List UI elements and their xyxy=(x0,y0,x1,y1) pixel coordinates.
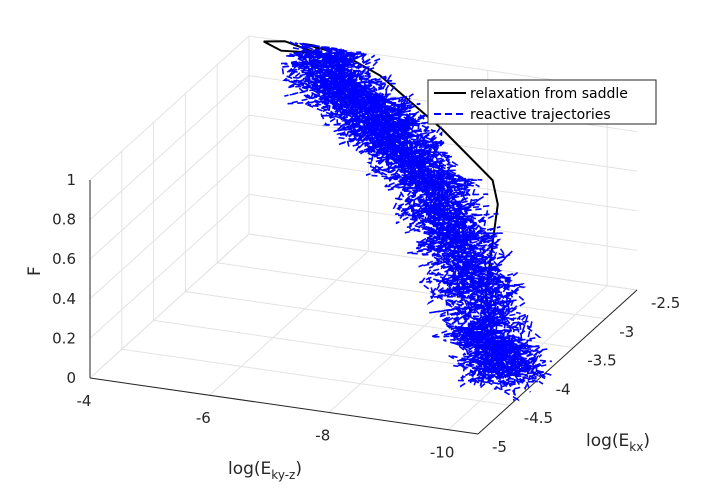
y-tick-label: -4.5 xyxy=(524,409,553,427)
reactive-trajectory-line xyxy=(301,45,546,388)
x-tick-label: -4 xyxy=(77,392,92,410)
x-tick-label: -8 xyxy=(315,426,330,444)
y-tick-label: -5 xyxy=(492,438,507,456)
z-tick-label: 0 xyxy=(66,369,76,387)
series-reactive-trajectories xyxy=(280,41,555,402)
z-axis-label: F xyxy=(25,266,45,276)
axes-box xyxy=(89,180,638,435)
reactive-trajectory-line xyxy=(284,50,542,383)
grid-line-floor-y xyxy=(121,348,510,406)
reactive-trajectory-line xyxy=(289,46,548,379)
legend-box xyxy=(427,79,657,125)
x-axis-line xyxy=(89,377,479,435)
y-tick-label: -2.5 xyxy=(651,294,680,312)
y-axis-line xyxy=(477,289,638,435)
x-axis-label: log(Eky-z) xyxy=(228,459,302,482)
reactive-trajectory-line xyxy=(294,41,547,385)
reactive-trajectory-line xyxy=(284,51,532,401)
legend: relaxation from saddle reactive trajecto… xyxy=(427,79,657,125)
grid-line-left-z xyxy=(89,75,250,220)
legend-label-reactive: reactive trajectories xyxy=(470,107,611,123)
grid-line-left-z xyxy=(89,35,250,181)
reactive-trajectory-line xyxy=(283,49,528,386)
reactive-trajectory-line xyxy=(289,51,532,393)
grid-line-floor-x xyxy=(209,250,369,396)
z-tick-label: 0.4 xyxy=(52,290,76,308)
grid-line-left-z xyxy=(89,194,250,339)
reactive-trajectory-line xyxy=(291,48,527,393)
tick-labels: -4-6-8-10 -5-4.5-4-3.5-3-2.500.20.40.60.8… xyxy=(52,171,680,462)
grid-line-left-z xyxy=(89,114,250,260)
z-tick-label: 0.2 xyxy=(52,329,76,347)
y-tick-label: -3.5 xyxy=(587,352,616,370)
grid-line-left-z xyxy=(89,233,250,379)
grid-line-left-z xyxy=(89,154,250,300)
x-tick-label: -6 xyxy=(196,409,211,427)
z-tick-label: 0.8 xyxy=(52,211,76,229)
grid-line-floor-x xyxy=(447,285,608,431)
y-tick-label: -4 xyxy=(556,380,571,398)
x-tick-label: -10 xyxy=(430,444,455,462)
legend-label-relaxation: relaxation from saddle xyxy=(470,86,628,102)
reactive-trajectory-line xyxy=(286,43,538,380)
z-tick-label: 0.6 xyxy=(52,250,76,268)
z-tick-label: 1 xyxy=(66,171,76,189)
grid-line-floor-y xyxy=(217,262,606,320)
y-axis-label: log(Ekx) xyxy=(586,431,650,454)
reactive-trajectory-line xyxy=(298,47,546,391)
y-tick-label: -3 xyxy=(619,323,634,341)
